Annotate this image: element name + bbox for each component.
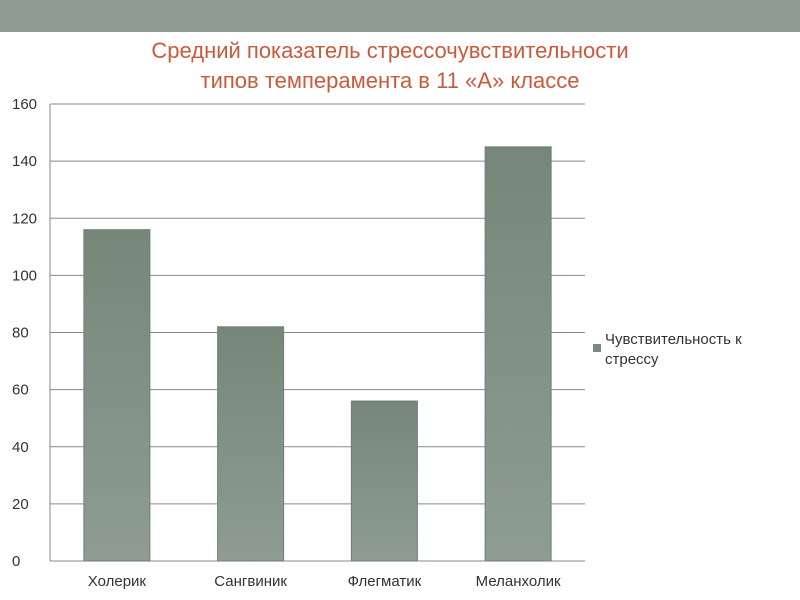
legend: Чувствительность к стрессу <box>593 330 793 370</box>
legend-label: Чувствительность к стрессу <box>605 331 742 368</box>
y-tick-label: 160 <box>12 96 37 113</box>
y-tick-label: 20 <box>12 496 29 513</box>
chart-title: Средний показатель стрессочувствительнос… <box>0 36 800 96</box>
bar-2 <box>217 326 285 562</box>
bar-3 <box>350 400 418 562</box>
top-band <box>0 0 800 32</box>
bar-1 <box>83 229 151 562</box>
y-tick-label: 0 <box>12 553 20 570</box>
chart-title-line-2: типов темперамента в 11 «А» классе <box>200 68 580 93</box>
y-tick-label: 80 <box>12 325 29 342</box>
y-tick-label: 120 <box>12 210 37 227</box>
x-tick-label: Холерик <box>88 573 147 590</box>
y-tick-label: 140 <box>12 153 37 170</box>
legend-swatch <box>593 344 601 352</box>
chart-title-line-1: Средний показатель стрессочувствительнос… <box>151 38 629 63</box>
y-tick-label: 60 <box>12 382 29 399</box>
x-tick-label: Флегматик <box>348 573 422 590</box>
y-tick-label: 40 <box>12 439 29 456</box>
x-tick-label: Меланхолик <box>476 573 561 590</box>
y-tick-label: 100 <box>12 267 37 284</box>
x-tick-label: Сангвиник <box>214 573 287 590</box>
bar-4 <box>484 146 552 562</box>
